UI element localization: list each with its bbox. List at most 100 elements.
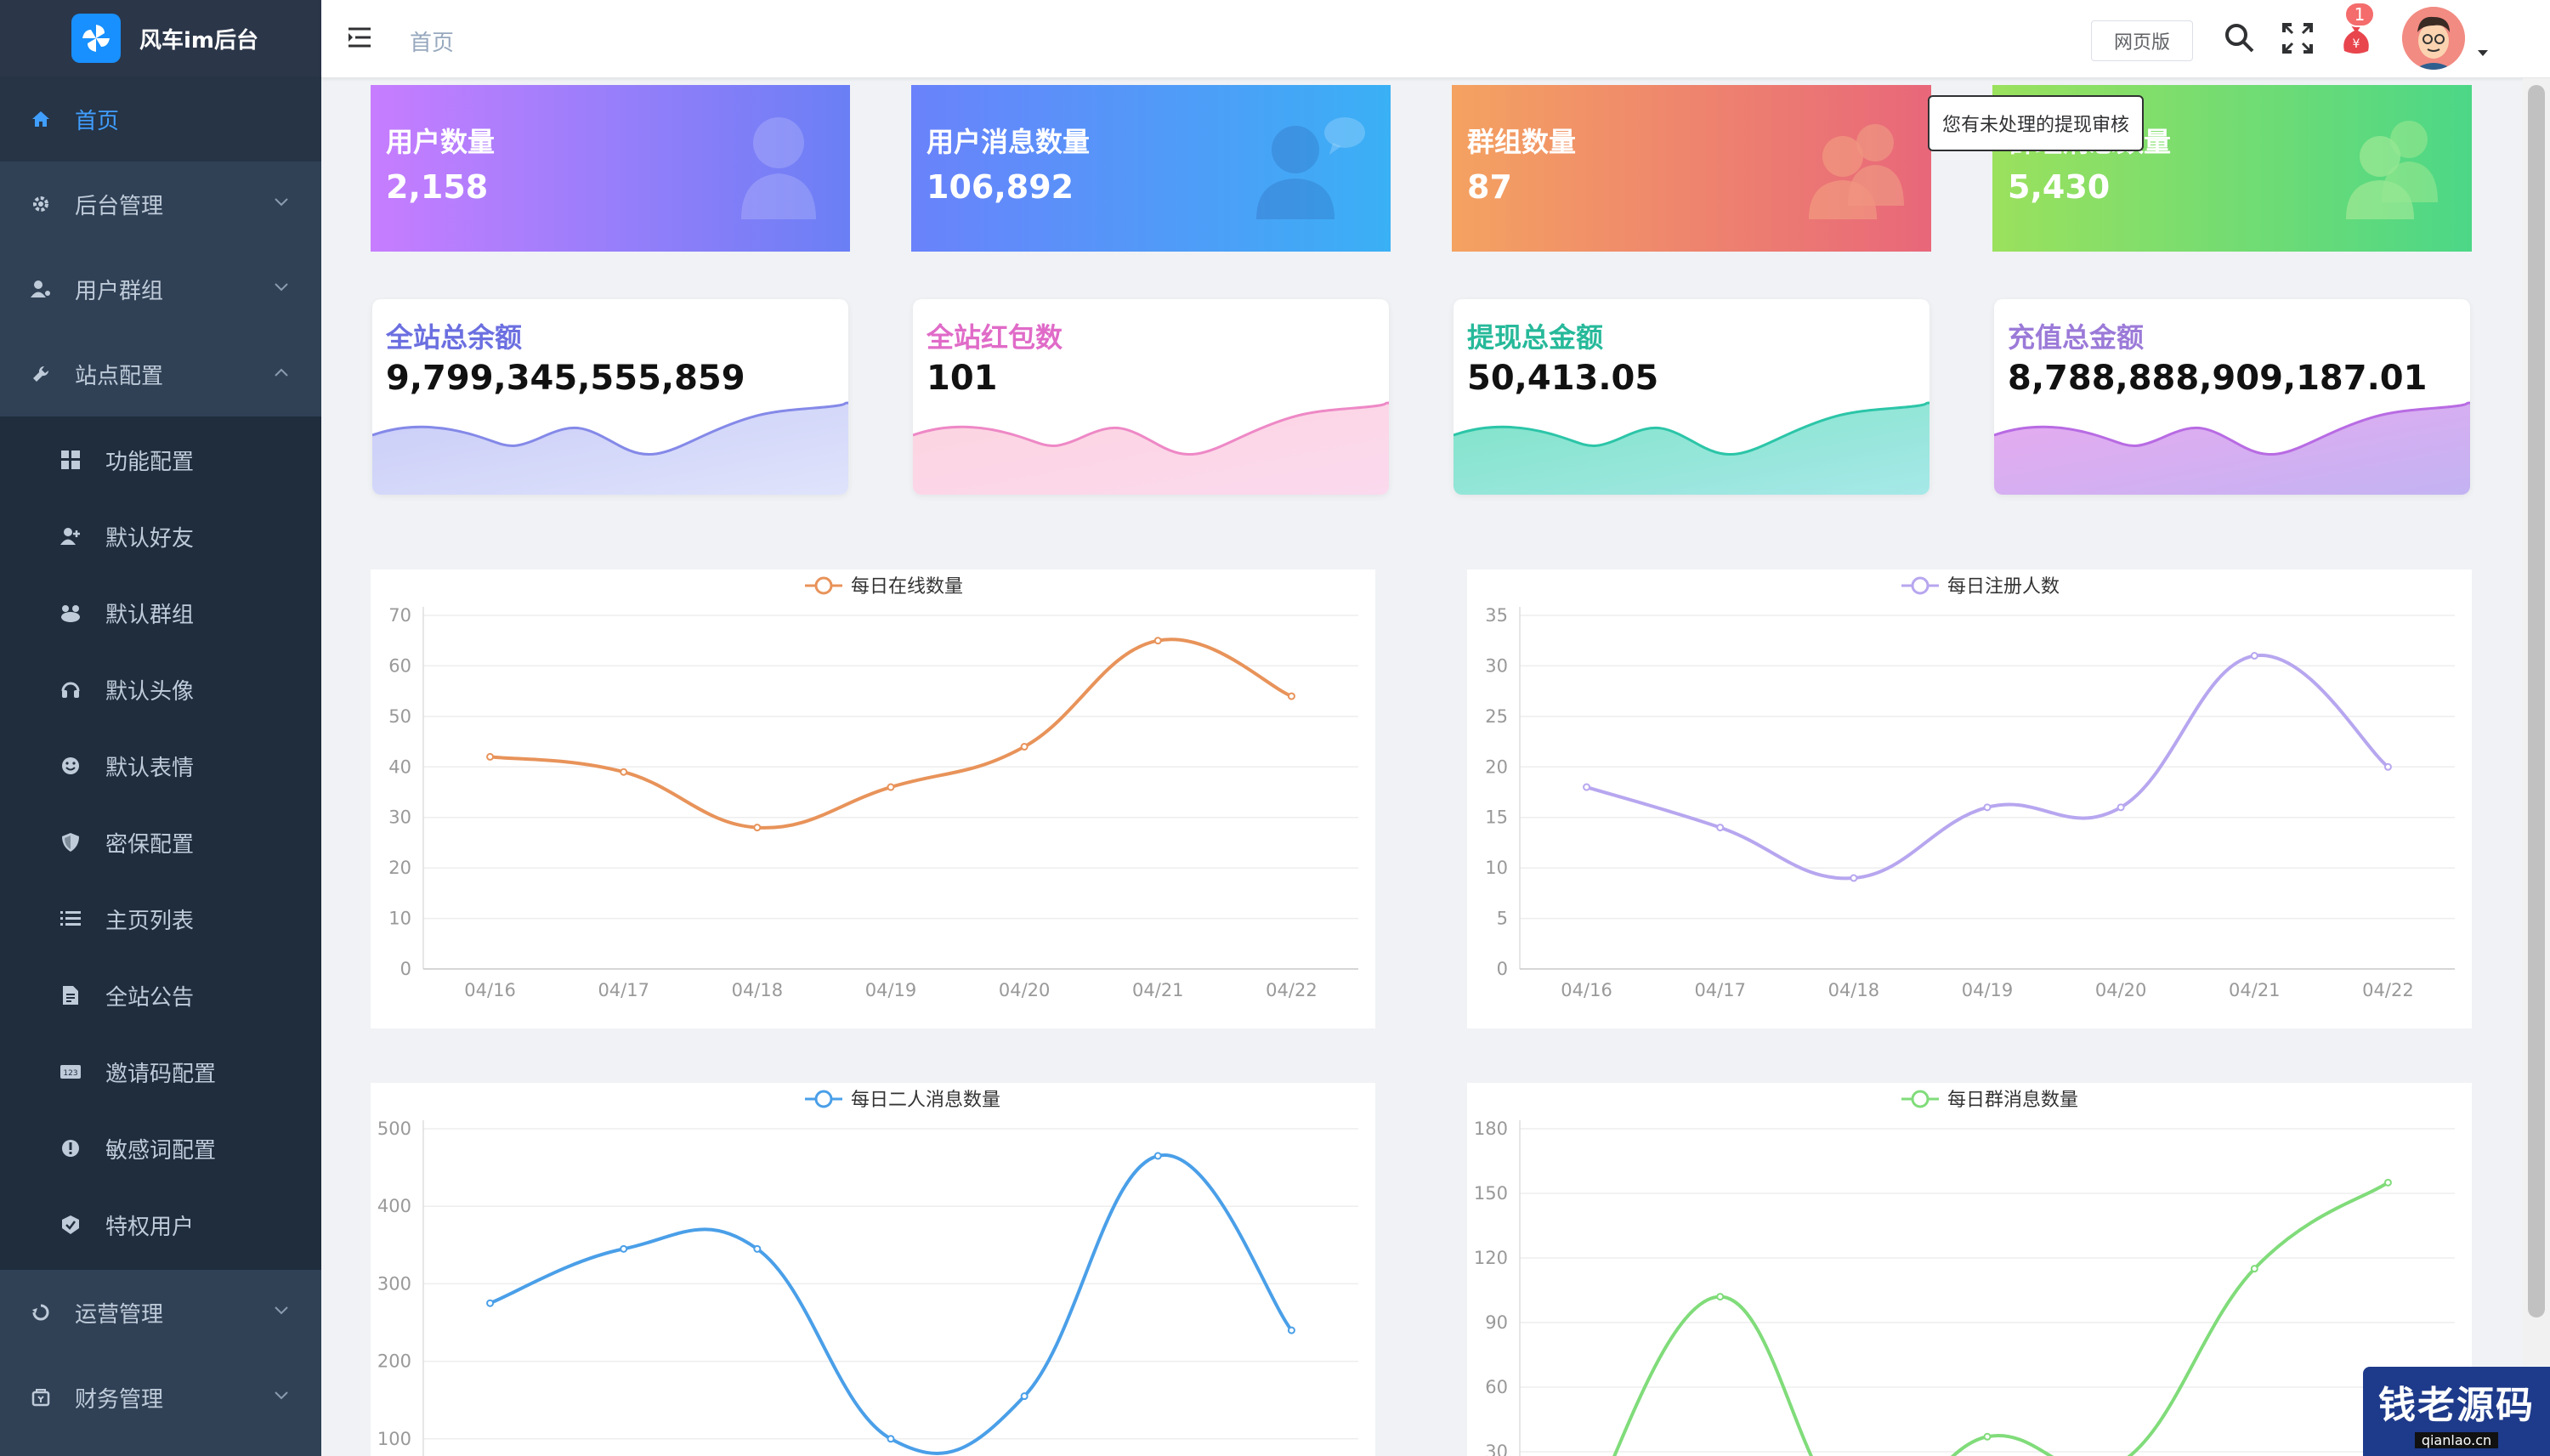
- data-point[interactable]: [1020, 743, 1028, 751]
- chart-legend[interactable]: 每日二人消息数量: [805, 1090, 1000, 1111]
- stat-card-user-messages[interactable]: 用户消息数量 106,892: [911, 85, 1391, 252]
- sidebar-item-label: 财务管理: [75, 1386, 164, 1413]
- home-icon: [31, 109, 51, 129]
- sidebar-subitem-default-avatar[interactable]: 默认头像: [0, 651, 321, 728]
- y-tick-label: 300: [377, 1273, 411, 1294]
- sidebar-item-label: 站点配置: [75, 363, 164, 389]
- y-tick-label: 25: [1485, 706, 1508, 727]
- legend-label: 每日注册人数: [1947, 576, 2060, 598]
- sidebar-item-label: 首页: [75, 108, 120, 134]
- wave-card-red-packets[interactable]: 全站红包数 101: [913, 299, 1389, 495]
- data-point[interactable]: [887, 783, 895, 791]
- sidebar-item-site-config[interactable]: 站点配置: [0, 331, 321, 416]
- scrollbar-thumb[interactable]: [2528, 85, 2545, 1317]
- legend-marker: [814, 1090, 833, 1108]
- chart-daily-online: 每日在线数量 0 10 20 30 40 50 60 70 04/16 04/17 04/18 04/1…: [371, 569, 1375, 1028]
- wave-area: [913, 403, 1389, 495]
- sidebar-subitem-sensitive-words[interactable]: 敏感词配置: [0, 1110, 321, 1187]
- stat-value: 2,158: [386, 168, 489, 206]
- sidebar-subitem-default-emoji[interactable]: 默认表情: [0, 728, 321, 804]
- data-point[interactable]: [1153, 637, 1162, 645]
- data-point[interactable]: [1020, 1392, 1028, 1401]
- sidebar-item-admin[interactable]: 后台管理: [0, 161, 321, 246]
- stat-card-groups[interactable]: 群组数量 87: [1452, 85, 1931, 252]
- sidebar-subitem-home-list[interactable]: 主页列表: [0, 881, 321, 957]
- wave-label: 充值总金额: [2008, 321, 2145, 354]
- data-point[interactable]: [1716, 824, 1725, 832]
- data-point[interactable]: [620, 1244, 628, 1253]
- chart-daily-registrations: 每日注册人数 0 5 10 15 20 25 30 35 04/16 04/17 04/18 04/19…: [1467, 569, 2472, 1028]
- stat-card-users[interactable]: 用户数量 2,158: [371, 85, 850, 252]
- data-point[interactable]: [2383, 762, 2392, 771]
- sidebar-item-label: 后台管理: [75, 193, 164, 219]
- sidebar-subitem-label: 功能配置: [105, 449, 195, 475]
- x-tick-label: 04/20: [999, 980, 1051, 1000]
- y-tick-label: 0: [1497, 959, 1508, 979]
- avatar[interactable]: [2402, 7, 2465, 70]
- page-scrollbar[interactable]: [2523, 78, 2550, 1456]
- data-point[interactable]: [1850, 874, 1858, 882]
- sidebar-subitem-default-friends[interactable]: 默认好友: [0, 498, 321, 575]
- y-tick-label: 10: [388, 909, 411, 929]
- wave-card-recharges[interactable]: 充值总金额 8,788,888,909,187.01: [1994, 299, 2470, 495]
- data-point[interactable]: [1983, 803, 1992, 812]
- svg-text:¥: ¥: [2353, 37, 2360, 51]
- y-tick-label: 60: [388, 655, 411, 676]
- vip-icon: [60, 1214, 82, 1236]
- sidebar-item-finance[interactable]: 财务管理: [0, 1355, 321, 1440]
- sidebar-item-operations[interactable]: 运营管理: [0, 1270, 321, 1355]
- data-point[interactable]: [1583, 783, 1591, 791]
- chart-legend[interactable]: 每日注册人数: [1901, 576, 2060, 598]
- data-point[interactable]: [620, 768, 628, 776]
- y-tick-label: 30: [388, 807, 411, 828]
- finance-icon: [31, 1387, 51, 1408]
- wrench-icon: [31, 364, 51, 384]
- data-point[interactable]: [2250, 652, 2258, 660]
- data-point[interactable]: [753, 824, 762, 832]
- sidebar-subitem-vip-users[interactable]: 特权用户: [0, 1187, 321, 1263]
- chart-legend[interactable]: 每日在线数量: [805, 576, 963, 598]
- wave-label: 全站总余额: [386, 321, 523, 354]
- sidebar-subitem-default-groups[interactable]: 默认群组: [0, 575, 321, 651]
- data-point[interactable]: [2250, 1265, 2258, 1273]
- data-point[interactable]: [1287, 1326, 1295, 1334]
- group-chat-icon: [2346, 121, 2438, 219]
- search-icon[interactable]: [2224, 22, 2256, 54]
- wave-card-total-balance[interactable]: 全站总余额 9,799,345,555,859: [372, 299, 848, 495]
- wave-area: [1994, 403, 2470, 495]
- web-version-button[interactable]: 网页版: [2091, 20, 2193, 61]
- sidebar-subitem-security-config[interactable]: 密保配置: [0, 804, 321, 881]
- sidebar-item-user-group[interactable]: 用户群组: [0, 246, 321, 331]
- sidebar-subitem-announcement[interactable]: 全站公告: [0, 957, 321, 1034]
- y-tick-label: 120: [1474, 1248, 1508, 1268]
- sidebar-item-home[interactable]: 首页: [0, 76, 321, 161]
- data-point[interactable]: [2116, 803, 2125, 812]
- caret-down-icon[interactable]: [2477, 49, 2489, 58]
- chart-legend[interactable]: 每日群消息数量: [1901, 1090, 2078, 1111]
- sidebar-subitem-label: 全站公告: [105, 984, 195, 1011]
- user-group-icon: [31, 279, 51, 299]
- logo[interactable]: 风车im后台: [0, 0, 321, 76]
- sidebar-subitem-invite-code[interactable]: 123 邀请码配置: [0, 1034, 321, 1110]
- fullscreen-icon[interactable]: [2281, 22, 2314, 54]
- hamburger-icon[interactable]: [347, 25, 372, 49]
- chevron-up-icon: [275, 368, 288, 377]
- data-point[interactable]: [753, 1244, 762, 1253]
- data-point[interactable]: [1716, 1293, 1725, 1301]
- x-tick-label: 04/21: [2229, 980, 2281, 1000]
- data-point[interactable]: [486, 1299, 495, 1307]
- breadcrumb[interactable]: 首页: [410, 31, 455, 56]
- data-point[interactable]: [486, 752, 495, 761]
- data-point[interactable]: [2383, 1178, 2392, 1187]
- stat-value: 5,430: [2008, 168, 2111, 206]
- data-point[interactable]: [1983, 1432, 1992, 1441]
- data-point[interactable]: [1153, 1152, 1162, 1160]
- wave-card-withdrawals[interactable]: 提现总金额 50,413.05: [1454, 299, 1930, 495]
- stat-label: 群组数量: [1467, 126, 1577, 158]
- money-bag-icon[interactable]: ¥: [2339, 19, 2373, 56]
- stat-value: 106,892: [926, 168, 1074, 206]
- sidebar-subitem-label: 默认头像: [105, 678, 195, 705]
- sidebar-subitem-feature-config[interactable]: 功能配置: [0, 422, 321, 498]
- data-point[interactable]: [1287, 692, 1295, 700]
- data-point[interactable]: [887, 1435, 895, 1443]
